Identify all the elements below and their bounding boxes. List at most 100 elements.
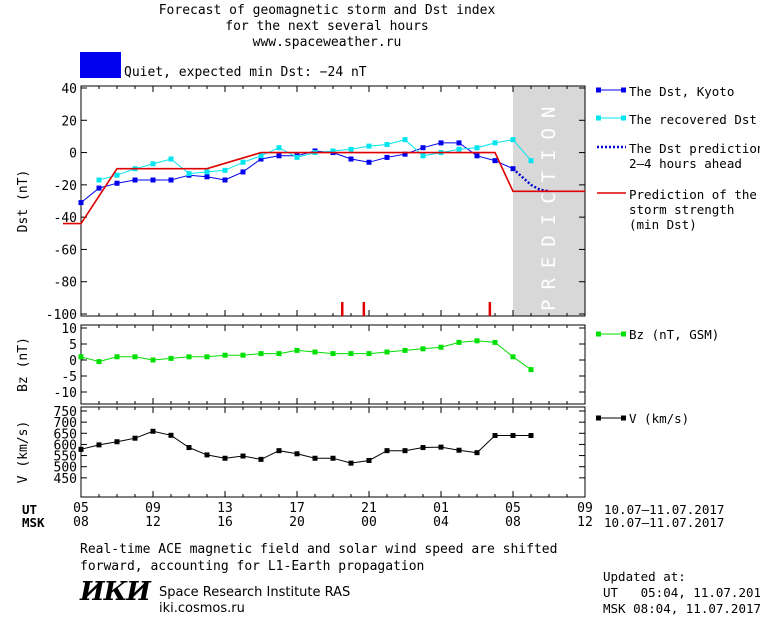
msk-tick-label: 08 xyxy=(505,515,521,530)
data-point xyxy=(96,359,102,365)
prediction-zone xyxy=(513,86,585,316)
data-point xyxy=(222,352,228,358)
msk-tick-label: 20 xyxy=(289,515,305,530)
data-point xyxy=(402,137,408,143)
data-point xyxy=(528,433,534,439)
institute-name: Space Research Institute RAS xyxy=(159,585,351,600)
data-point xyxy=(258,351,264,357)
data-point xyxy=(402,347,408,353)
y-tick-label: -5 xyxy=(61,370,77,385)
msk-tick-label: 12 xyxy=(145,515,161,530)
data-point xyxy=(510,433,516,439)
data-point xyxy=(366,159,372,165)
data-point xyxy=(294,154,300,160)
data-point xyxy=(456,339,462,345)
ut-tick-label: 05 xyxy=(505,501,521,516)
data-point xyxy=(240,169,246,175)
data-point xyxy=(420,346,426,352)
data-point xyxy=(492,433,498,439)
data-point xyxy=(240,352,246,358)
data-point xyxy=(168,355,174,361)
legend-v: V (km/s) xyxy=(629,411,690,426)
msk-tick-label: 12 xyxy=(577,515,593,530)
data-point xyxy=(474,338,480,344)
data-point xyxy=(186,354,192,360)
data-point xyxy=(384,154,390,160)
y-tick-label: 550 xyxy=(54,450,77,465)
data-point xyxy=(366,457,372,463)
institute-site[interactable]: iki.cosmos.ru xyxy=(159,601,245,616)
data-point xyxy=(366,351,372,357)
storm-marker xyxy=(488,302,492,316)
legend-v-marker xyxy=(596,415,601,421)
data-point xyxy=(222,177,228,183)
data-point xyxy=(312,349,318,355)
y-axis-title: Bz (nT) xyxy=(16,337,31,392)
y-tick-label: 20 xyxy=(61,114,77,129)
data-point xyxy=(132,354,138,360)
data-point xyxy=(276,448,282,454)
data-point xyxy=(528,158,534,164)
plot-frame xyxy=(80,324,586,405)
y-tick-label: 0 xyxy=(69,354,77,369)
status-color-swatch xyxy=(80,52,121,78)
y-tick-label: 600 xyxy=(54,438,77,453)
legend-bz-marker xyxy=(596,331,601,337)
y-axis-title: Dst (nT) xyxy=(16,170,31,233)
y-tick-label: -60 xyxy=(54,243,77,258)
y-tick-label: -20 xyxy=(54,179,77,194)
status-text: Quiet, expected min Dst: −24 nT xyxy=(124,65,367,80)
legend-dst-recovered: The recovered Dst xyxy=(629,112,757,127)
ut-tick-label: 13 xyxy=(217,501,233,516)
data-point xyxy=(420,445,426,451)
data-point xyxy=(348,146,354,152)
data-point xyxy=(420,153,426,159)
data-point xyxy=(258,156,264,162)
y-tick-label: 450 xyxy=(54,472,77,487)
data-point xyxy=(276,145,282,151)
y-tick-label: -80 xyxy=(54,276,77,291)
data-point xyxy=(294,347,300,353)
storm-marker xyxy=(362,302,366,316)
data-point xyxy=(330,455,336,461)
data-point xyxy=(474,153,480,159)
legend-storm-strength: Prediction of the storm strength (min Dst) xyxy=(629,187,757,232)
data-point xyxy=(402,151,408,157)
y-tick-label: 40 xyxy=(61,82,77,97)
iki-logo: ИКИ xyxy=(80,577,151,607)
y-tick-label: 650 xyxy=(54,427,77,442)
data-point xyxy=(492,140,498,146)
data-point xyxy=(204,452,210,458)
y-tick-label: 500 xyxy=(54,461,77,476)
data-point xyxy=(492,339,498,345)
data-point xyxy=(384,349,390,355)
data-point xyxy=(150,357,156,363)
msk-tick-label: 04 xyxy=(433,515,449,530)
data-point xyxy=(78,446,84,452)
data-point xyxy=(168,177,174,183)
data-point xyxy=(528,367,534,373)
data-point xyxy=(222,455,228,461)
y-tick-label: 5 xyxy=(69,338,77,353)
ut-tick-label: 17 xyxy=(289,501,305,516)
updated-ut: UT 05:04, 11.07.2017 xyxy=(603,585,760,600)
plot-frame xyxy=(80,406,586,498)
data-point xyxy=(276,153,282,159)
y-tick-label: 10 xyxy=(61,322,77,337)
data-point xyxy=(456,146,462,152)
data-point xyxy=(150,161,156,167)
data-point xyxy=(402,448,408,454)
data-point xyxy=(114,354,120,360)
msk-tick-label: 08 xyxy=(73,515,89,530)
legend-dst-kyoto: The Dst, Kyoto xyxy=(629,84,735,99)
data-point xyxy=(366,143,372,149)
legend-v-marker xyxy=(621,415,626,421)
data-point xyxy=(384,448,390,454)
ut-tick-label: 09 xyxy=(145,501,161,516)
date-range-ut: 10.07–11.07.2017 xyxy=(604,502,725,517)
date-range-msk: 10.07–11.07.2017 xyxy=(604,515,725,530)
ut-tick-label: 09 xyxy=(577,501,593,516)
data-point xyxy=(168,432,174,438)
plot-frame xyxy=(80,85,586,317)
data-point xyxy=(276,351,282,357)
